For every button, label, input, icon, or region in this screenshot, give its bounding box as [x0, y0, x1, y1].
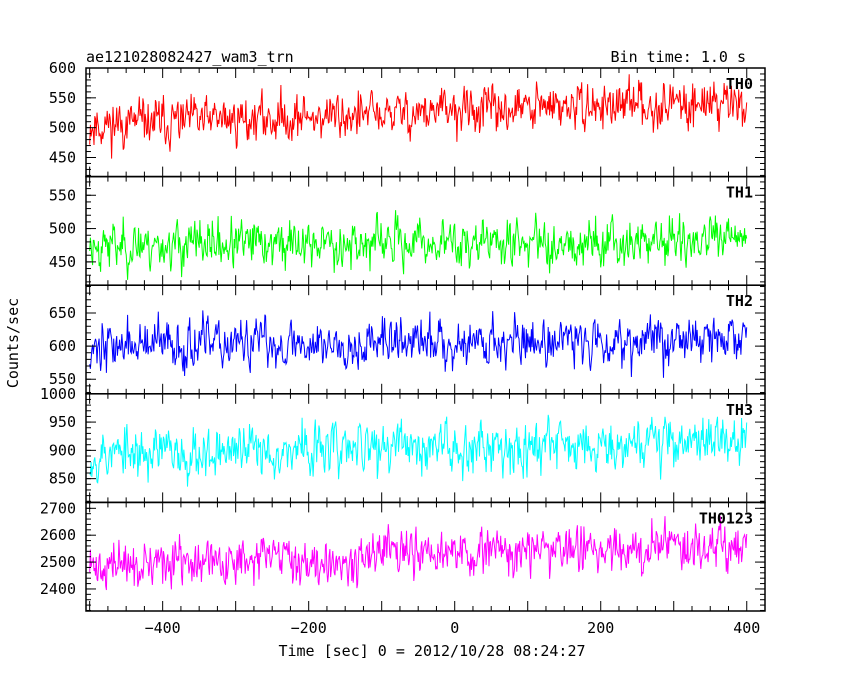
series-line-th0 — [89, 74, 748, 159]
y-tick-label: 550 — [49, 89, 76, 107]
panel-label: TH0123 — [699, 509, 753, 527]
y-axis-label: Counts/sec — [4, 298, 22, 388]
series-line-th0123 — [89, 516, 748, 591]
y-tick-label: 450 — [49, 253, 76, 271]
panel-th0123: 2400 2500 2600 2700 TH0123 — [40, 499, 766, 612]
series-line-th1 — [89, 210, 748, 280]
y-tick-label: 500 — [49, 119, 76, 137]
panel-th0: 450 500 550 600 TH0 — [49, 59, 766, 178]
x-tick-label: −200 — [291, 619, 327, 637]
x-tick-label: 200 — [587, 619, 614, 637]
y-tick-label: 850 — [49, 470, 76, 488]
y-tick-label: 950 — [49, 413, 76, 431]
y-tick-label: 2700 — [40, 499, 76, 517]
panel-label: TH0 — [726, 75, 753, 93]
series-line-th2 — [89, 310, 748, 378]
panel-label: TH3 — [726, 401, 753, 419]
panel-frame — [85, 175, 766, 286]
x-tick-label: 0 — [450, 619, 459, 637]
panel-label: TH1 — [726, 184, 753, 202]
y-tick-label: 450 — [49, 149, 76, 167]
y-tick-label: 550 — [49, 370, 76, 388]
y-tick-label: 600 — [49, 337, 76, 355]
panel-th3: 850 900 950 1000 TH3 — [40, 385, 766, 504]
y-tick-label: 550 — [49, 186, 76, 204]
panel-th1: 450 500 550 TH1 — [49, 175, 766, 286]
series-line-th3 — [89, 414, 748, 487]
y-tick-label: 2400 — [40, 580, 76, 598]
y-tick-label: 2600 — [40, 526, 76, 544]
x-tick-label: 400 — [733, 619, 760, 637]
chart-title: ae121028082427_wam3_trn — [86, 48, 294, 66]
y-tick-label: 1000 — [40, 385, 76, 403]
y-tick-label: 900 — [49, 441, 76, 459]
y-tick-label: 2500 — [40, 553, 76, 571]
x-axis-label: Time [sec] 0 = 2012/10/28 08:24:27 — [278, 642, 585, 660]
panel-th2: 550 600 650 TH2 — [49, 284, 766, 395]
panel-label: TH2 — [726, 292, 753, 310]
y-tick-label: 600 — [49, 59, 76, 77]
y-tick-label: 650 — [49, 304, 76, 322]
bin-time-label: Bin time: 1.0 s — [611, 48, 746, 66]
x-tick-label: −400 — [145, 619, 181, 637]
y-tick-label: 500 — [49, 220, 76, 238]
panels-group: 450 500 550 600 TH0 450 500 550 TH1 550 600 650 TH2 8… — [40, 59, 766, 637]
